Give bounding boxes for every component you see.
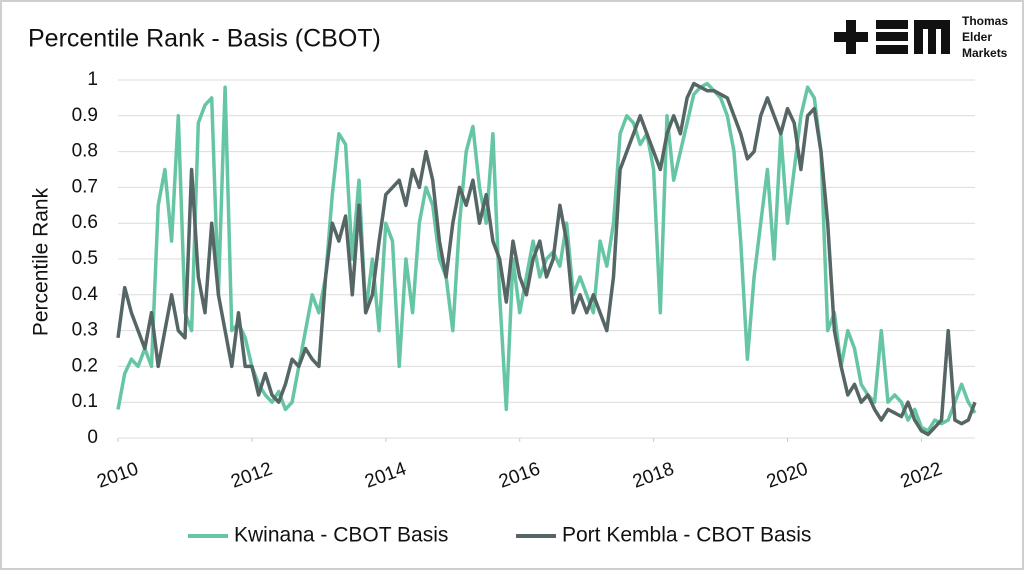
logo-shape [846, 20, 856, 54]
logo-shape [876, 45, 908, 54]
y-axis-label: Percentile Rank [30, 187, 53, 336]
y-tick-label: 0.6 [72, 212, 98, 233]
y-tick-label: 0 [87, 427, 98, 448]
y-tick-label: 0.7 [72, 176, 98, 197]
logo-text: Markets [962, 46, 1008, 60]
logo-text: Elder [962, 30, 992, 44]
y-tick-label: 0.4 [72, 284, 99, 305]
logo-shape [876, 20, 908, 29]
y-tick-label: 0.2 [72, 355, 98, 376]
y-tick-label: 0.1 [72, 391, 98, 412]
legend-label: Kwinana - CBOT Basis [234, 524, 448, 547]
legend-label: Port Kembla - CBOT Basis [562, 524, 811, 547]
y-tick-label: 0.9 [72, 105, 98, 126]
y-tick-label: 0.8 [72, 141, 98, 162]
logo-shape [914, 20, 950, 54]
logo-text: Thomas [962, 14, 1008, 28]
y-tick-label: 1 [87, 69, 98, 90]
y-tick-label: 0.5 [72, 248, 98, 269]
series-line [116, 81, 977, 437]
logo: Thomas Elder Markets [834, 14, 1008, 60]
y-tick-label: 0.3 [72, 320, 98, 341]
chart-title: Percentile Rank - Basis (CBOT) [28, 25, 381, 53]
logo-shape [876, 32, 908, 41]
